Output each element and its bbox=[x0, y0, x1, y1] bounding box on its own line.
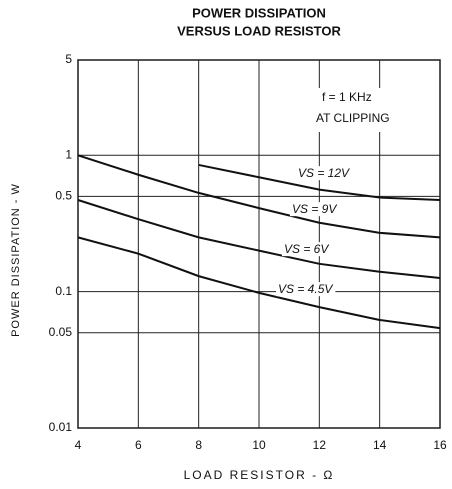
y-tick-label: 5 bbox=[65, 52, 72, 66]
series-label: VS = 9V bbox=[292, 202, 337, 216]
y-tick-label: 1 bbox=[65, 147, 72, 161]
series-label: VS = 6V bbox=[284, 242, 329, 256]
x-tick-label: 8 bbox=[195, 438, 202, 452]
x-tick-label: 16 bbox=[433, 438, 447, 452]
annotation: AT CLIPPING bbox=[316, 111, 390, 125]
series-label: VS = 12V bbox=[298, 166, 350, 180]
y-tick-label: 0.01 bbox=[49, 420, 73, 434]
label-bg bbox=[290, 202, 340, 217]
series-label: VS = 4.5V bbox=[278, 282, 333, 296]
y-tick-label: 0.5 bbox=[55, 189, 72, 203]
label-bg bbox=[296, 166, 353, 181]
chart-title: POWER DISSIPATION bbox=[192, 5, 326, 20]
x-tick-label: 14 bbox=[373, 438, 387, 452]
annotation-box bbox=[312, 88, 438, 132]
chart-title: VERSUS LOAD RESISTOR bbox=[177, 23, 341, 38]
x-tick-label: 12 bbox=[313, 438, 327, 452]
series-line bbox=[198, 163, 441, 202]
label-bg bbox=[276, 282, 336, 297]
annotation: f = 1 KHz bbox=[322, 90, 372, 104]
series-line bbox=[77, 154, 441, 239]
series-line bbox=[77, 199, 441, 279]
y-tick-label: 0.1 bbox=[55, 284, 72, 298]
x-axis-label: LOAD RESISTOR - Ω bbox=[184, 468, 335, 482]
x-tick-label: 10 bbox=[252, 438, 266, 452]
y-axis-label: POWER DISSIPATION - W bbox=[10, 183, 22, 337]
x-tick-label: 4 bbox=[75, 438, 82, 452]
series-line bbox=[77, 236, 441, 330]
x-tick-label: 6 bbox=[135, 438, 142, 452]
y-tick-label: 0.05 bbox=[49, 325, 73, 339]
label-bg bbox=[282, 242, 332, 257]
